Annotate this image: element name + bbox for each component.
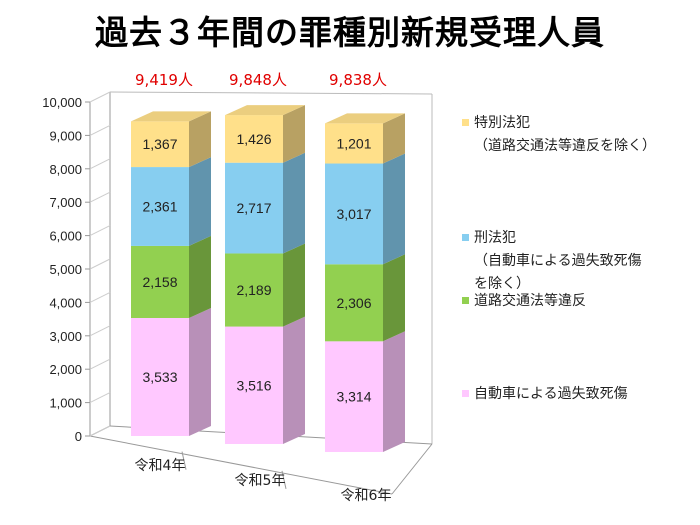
y-tick-label: 1,000: [49, 396, 82, 411]
x-category-label: 令和4年: [135, 458, 186, 474]
bar-segment-front: [225, 162, 283, 254]
bar-segment-side: [189, 235, 211, 318]
bar-segment-front: [131, 121, 189, 168]
y-depth-line: [89, 258, 111, 270]
y-depth-line: [89, 91, 111, 103]
legend-entry-label: 道路交通法等違反: [474, 292, 586, 309]
bar-segment-front: [325, 264, 383, 342]
bar-segment-front: [325, 123, 383, 164]
y-tick-label: 2,000: [49, 362, 82, 377]
y-depth-line: [89, 191, 111, 203]
y-tick-label: 6,000: [49, 229, 82, 244]
bar-value-label: 2,361: [142, 198, 177, 214]
y-tick-label: 10,000: [42, 95, 82, 110]
bar-total-label: 9,838人: [329, 71, 387, 89]
bar-segment-front: [225, 115, 283, 163]
back-wall-top: [109, 91, 433, 95]
bar-value-label: 2,158: [142, 274, 177, 290]
legend-entry-label: （道路交通法等違反を除く）: [474, 137, 656, 154]
bar-segment-side: [189, 157, 211, 246]
bar-top-face: [131, 111, 211, 122]
bar-total-label: 9,848人: [229, 71, 287, 89]
bar-value-label: 1,367: [142, 136, 177, 152]
legend-swatch: [462, 234, 469, 241]
y-depth-line: [89, 225, 111, 237]
bar-segment-front: [225, 253, 283, 327]
bar-segment-side: [383, 331, 405, 452]
y-depth-line: [89, 425, 111, 437]
chart-title: 過去３年間の罪種別新規受理人員: [95, 13, 605, 52]
bar-value-label: 2,189: [236, 282, 271, 298]
bar-segment-front: [325, 163, 383, 265]
y-depth-line: [89, 158, 111, 170]
y-depth-line: [89, 124, 111, 136]
floor-right-line: [391, 443, 433, 495]
bar-segment-side: [283, 316, 305, 444]
bar-segment-side: [383, 254, 405, 342]
chart-axes: 0 1,000 2,000 3,000 4,000 5,000 6,000 7,000 8,00…: [42, 91, 433, 495]
bar-segment-side: [189, 111, 211, 168]
bar-segment-front: [225, 326, 283, 444]
bar-segment-side: [189, 307, 211, 436]
bar-top-face: [325, 113, 405, 124]
y-depth-line: [89, 392, 111, 404]
legend-entry-label: 刑法犯: [474, 230, 516, 246]
bar-segment-side: [383, 113, 405, 164]
y-tick-label: 5,000: [49, 262, 82, 277]
legend-entry-label: （自動車による過失致死傷: [474, 252, 642, 269]
x-category-divider: [281, 470, 287, 489]
bar-value-label: 2,306: [336, 295, 371, 311]
y-tick-label: 7,000: [49, 195, 82, 210]
bar-segment-side: [383, 153, 405, 265]
bar-segment-front: [131, 317, 189, 436]
y-tick-label: 8,000: [49, 162, 82, 177]
bar-value-label: 3,017: [336, 206, 371, 222]
legend-entry-label: を除く）: [474, 276, 530, 292]
legend-swatch: [462, 390, 469, 397]
bar-segment-front: [325, 341, 383, 452]
bar-value-label: 3,533: [142, 369, 177, 385]
legend-entry-label: 自動車による過失致死傷: [474, 385, 628, 402]
y-tick-label: 0: [75, 429, 82, 444]
bar-segment-side: [283, 152, 305, 254]
floor-front-line: [89, 435, 393, 495]
legend-entry-label: 特別法犯: [474, 115, 530, 131]
chart-bars: [131, 105, 405, 452]
y-tick-label: 4,000: [49, 295, 82, 310]
bar-value-label: 1,426: [236, 131, 271, 147]
bar-segment-front: [131, 167, 189, 246]
bar-segment-side: [283, 243, 305, 327]
y-depth-line: [89, 291, 111, 303]
legend-swatch: [462, 119, 469, 126]
x-category-divider: [181, 451, 187, 470]
bar-total-label: 9,419人: [135, 71, 193, 89]
x-category-label: 令和6年: [341, 488, 392, 504]
bar-value-label: 1,201: [336, 135, 371, 151]
y-tick-label: 3,000: [49, 329, 82, 344]
chart-legend: 特別法犯 （道路交通法等違反を除く） 刑法犯 （自動車による過失致死傷を除く）道路交通…: [462, 115, 656, 402]
bar-segment-side: [283, 105, 305, 163]
x-category-label: 令和5年: [235, 473, 286, 489]
bar-value-label: 2,717: [236, 200, 271, 216]
bar-value-label: 3,516: [236, 377, 271, 393]
bar-segment-front: [131, 245, 189, 318]
y-depth-line: [89, 358, 111, 370]
legend-swatch: [462, 297, 469, 304]
bar-top-face: [225, 105, 305, 116]
y-tick-label: 9,000: [49, 128, 82, 143]
bar-value-label: 3,314: [336, 389, 371, 405]
y-depth-line: [89, 325, 111, 337]
